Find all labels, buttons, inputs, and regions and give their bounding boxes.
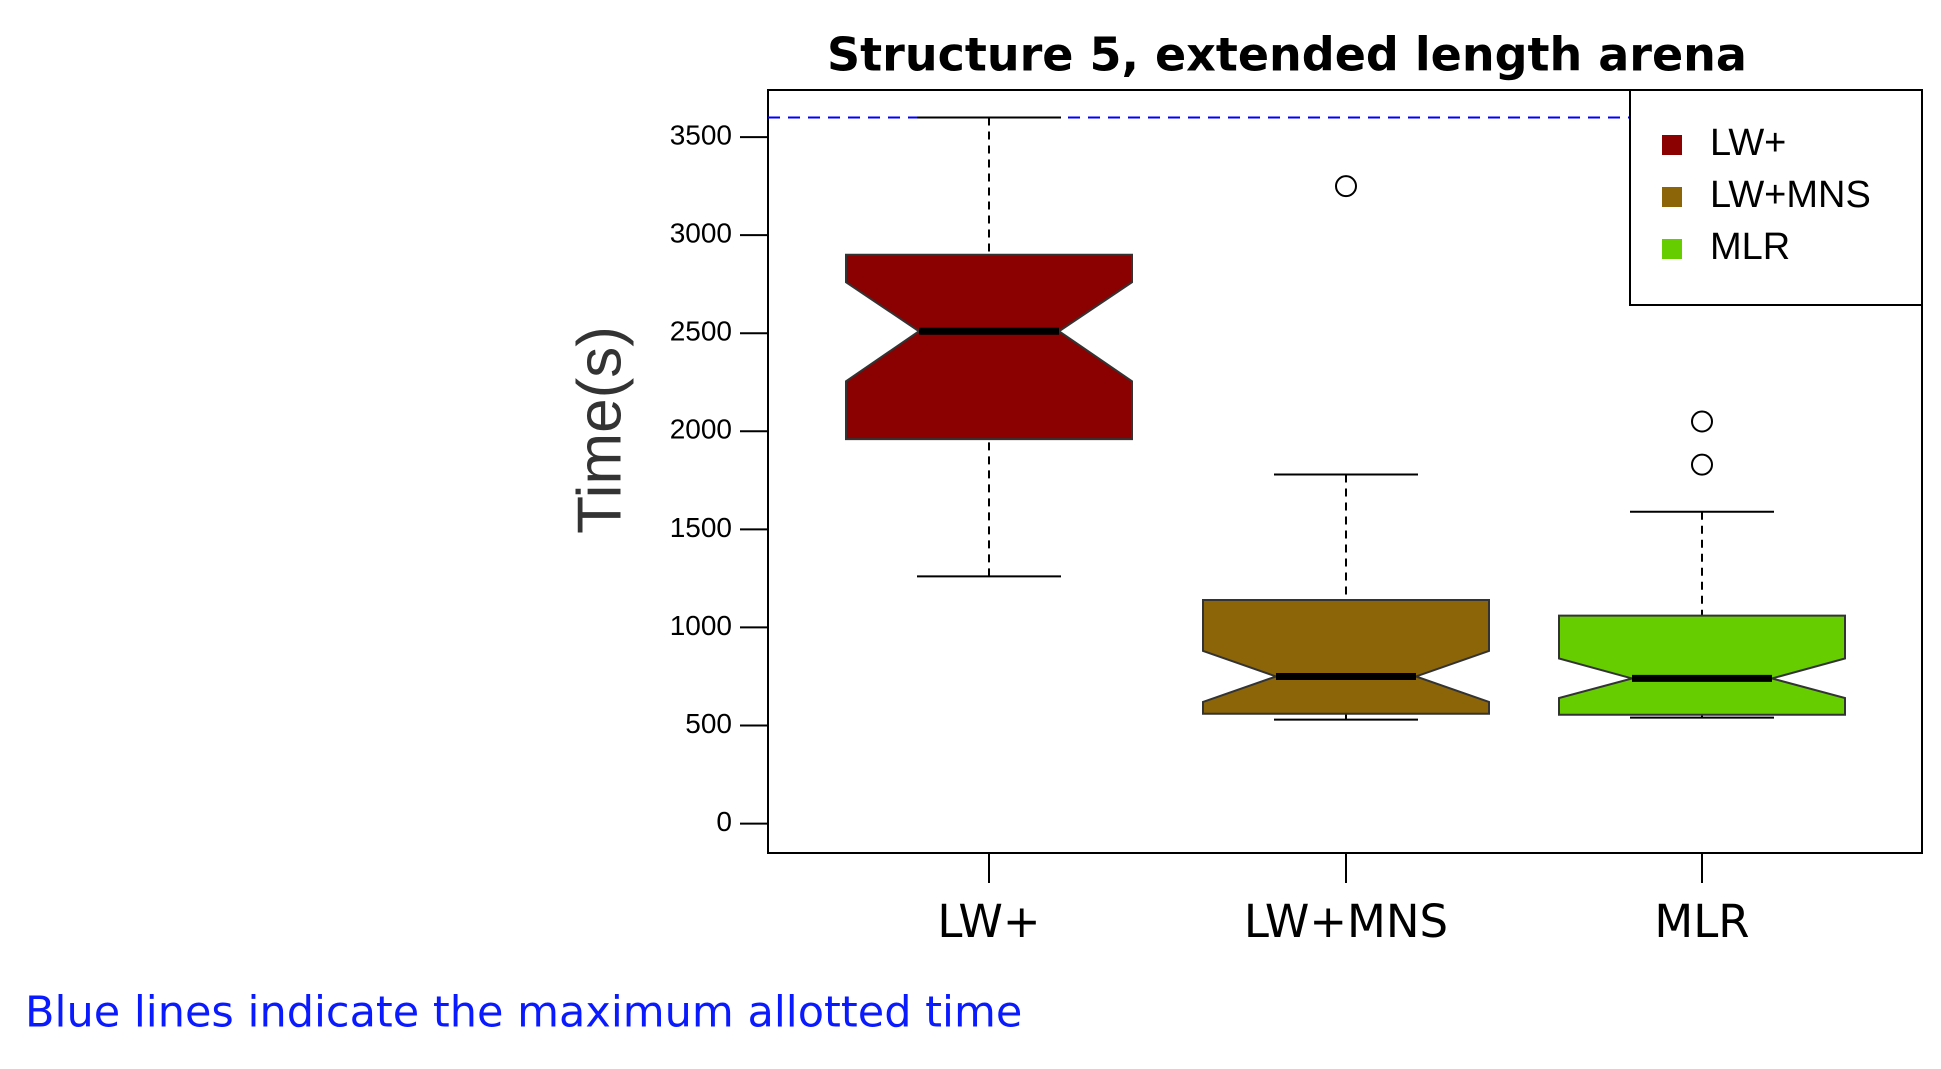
footnote: Blue lines indicate the maximum allotted… bbox=[25, 988, 1022, 1038]
box bbox=[845, 253, 1133, 441]
legend-swatch bbox=[1662, 135, 1682, 155]
y-tick-label: 3500 bbox=[670, 119, 732, 150]
x-tick-label: LW+MNS bbox=[1244, 895, 1448, 948]
box bbox=[1558, 614, 1846, 716]
y-tick-label: 2000 bbox=[670, 414, 732, 445]
legend-swatch bbox=[1662, 187, 1682, 207]
y-tick-label: 0 bbox=[716, 806, 732, 837]
x-tick-label: MLR bbox=[1654, 895, 1749, 948]
legend-swatch bbox=[1662, 239, 1682, 259]
box bbox=[1202, 598, 1490, 715]
y-tick-label: 500 bbox=[685, 708, 732, 739]
chart-title: Structure 5, extended length arena bbox=[827, 28, 1747, 82]
y-tick-label: 1000 bbox=[670, 610, 732, 641]
outlier bbox=[1335, 175, 1357, 198]
y-tick-label: 3000 bbox=[670, 218, 732, 249]
y-tick-label: 2500 bbox=[670, 316, 732, 347]
legend-label: MLR bbox=[1710, 226, 1790, 268]
outlier bbox=[1691, 453, 1713, 476]
legend-label: LW+MNS bbox=[1710, 174, 1871, 216]
legend-label: LW+ bbox=[1710, 122, 1786, 164]
outlier bbox=[1691, 410, 1713, 433]
x-tick-label: LW+ bbox=[937, 895, 1040, 948]
y-tick-label: 1500 bbox=[670, 512, 732, 543]
y-axis-label: Time(s) bbox=[565, 326, 634, 534]
